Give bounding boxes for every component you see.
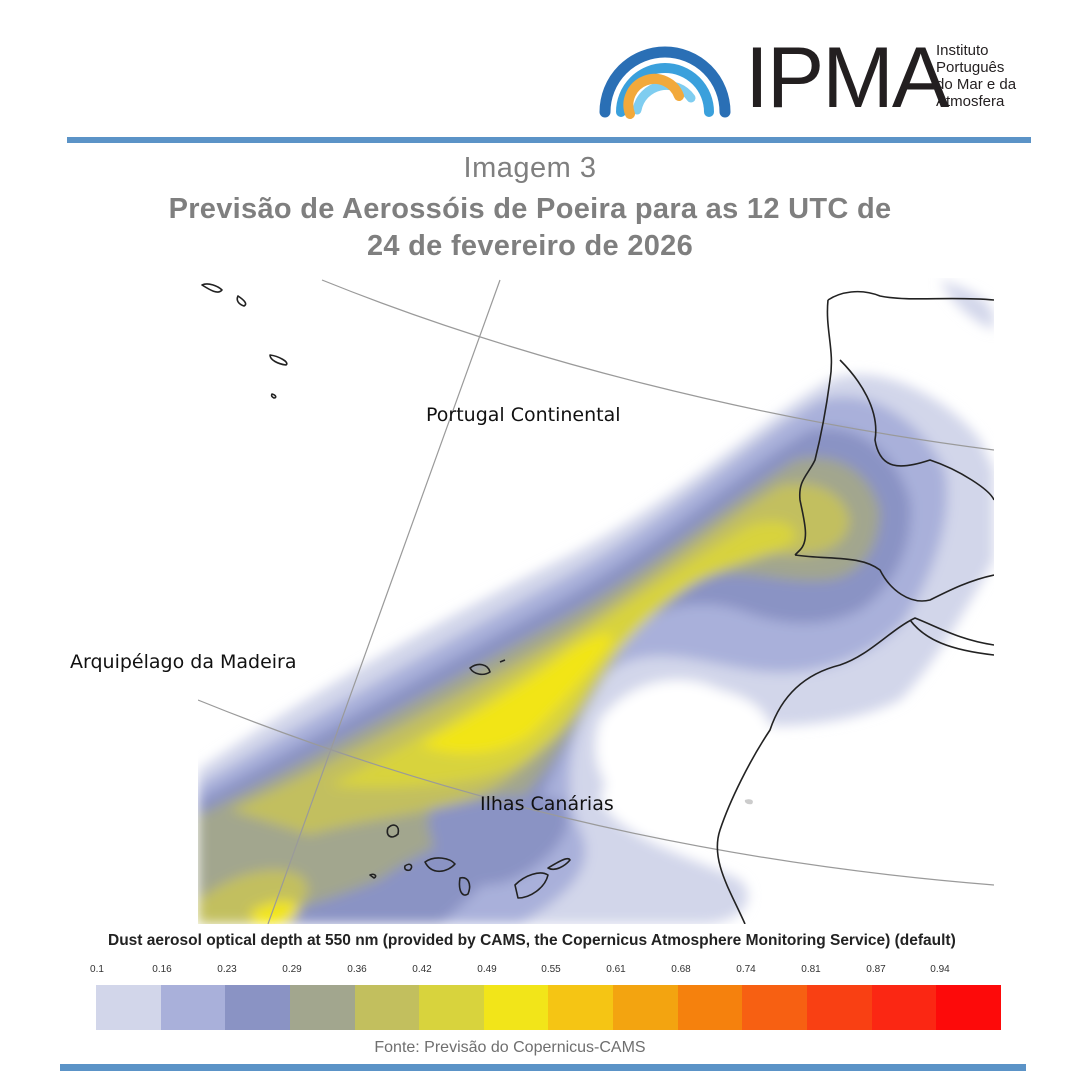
dust-level-area [420, 634, 613, 754]
header-divider [67, 137, 1031, 143]
dust-level-area [330, 520, 796, 788]
ipma-arc-icon [599, 46, 731, 119]
ipma-logo: IPMA Instituto Português do Mar e da Atm… [595, 30, 1035, 126]
page-title-line2: 24 de fevereiro de 2026 [366, 230, 694, 262]
colorbar-segment [742, 985, 808, 1030]
dust-level-area [940, 280, 994, 330]
label-arquipelago-madeira: Arquipélago da Madeira [70, 651, 297, 673]
colorbar-tick-label: 0.94 [930, 964, 950, 975]
colorbar-segment [483, 985, 549, 1030]
logo-subtitle-line: do Mar e da [936, 76, 1017, 93]
dust-level-area [250, 900, 299, 924]
colorbar-segment [807, 985, 872, 1030]
colorbar-tick-label: 0.1 [90, 964, 104, 975]
label-portugal-continental: Portugal Continental [426, 404, 621, 426]
colorbar-segment [613, 985, 678, 1030]
logo-subtitle-line: Atmosfera [936, 93, 1005, 110]
colorbar-tick-label: 0.55 [541, 964, 561, 975]
colorbar-tick-label: 0.61 [606, 964, 626, 975]
colorbar-title: Dust aerosol optical depth at 550 nm (pr… [108, 932, 956, 949]
colorbar-tick-label: 0.87 [866, 964, 886, 975]
colorbar [96, 985, 1001, 1030]
logo-subtitle: Instituto Português do Mar e da Atmosfer… [936, 42, 1016, 110]
page-title-line1: Previsão de Aerossóis de Poeira para as … [168, 193, 892, 225]
source-note: Fonte: Previsão do Copernicus-CAMS [374, 1039, 646, 1056]
graticule [198, 279, 994, 924]
colorbar-segment [419, 985, 484, 1030]
colorbar-segment [160, 985, 226, 1030]
colorbar-tick-label: 0.74 [736, 964, 756, 975]
colorbar-ticks: 0.1 0.16 0.23 0.29 0.36 0.42 0.49 0.55 0… [0, 964, 1085, 980]
colorbar-tick-label: 0.23 [217, 964, 237, 975]
dust-forecast-map [198, 278, 994, 924]
colorbar-segment [354, 985, 420, 1030]
dust-plume [198, 280, 994, 924]
footer-divider [60, 1064, 1026, 1071]
dust-level-area [428, 795, 569, 885]
colorbar-segment [225, 985, 290, 1030]
label-ilhas-canarias: Ilhas Canárias [480, 793, 614, 815]
colorbar-tick-label: 0.36 [347, 964, 367, 975]
colorbar-segment [871, 985, 937, 1030]
logo-subtitle-line: Português [936, 59, 1005, 76]
colorbar-tick-label: 0.68 [671, 964, 691, 975]
logo-wordmark: IPMA [745, 30, 949, 126]
colorbar-segment [936, 985, 1001, 1030]
image-number: Imagem 3 [463, 152, 597, 184]
colorbar-segment [548, 985, 614, 1030]
colorbar-tick-label: 0.42 [412, 964, 432, 975]
coastlines [201, 283, 994, 924]
logo-subtitle-line: Instituto [936, 42, 989, 59]
colorbar-tick-label: 0.16 [152, 964, 172, 975]
colorbar-segment [289, 985, 355, 1030]
colorbar-tick-label: 0.49 [477, 964, 497, 975]
colorbar-segment [677, 985, 743, 1030]
colorbar-tick-label: 0.81 [801, 964, 821, 975]
colorbar-tick-label: 0.29 [282, 964, 302, 975]
colorbar-segment [96, 985, 161, 1030]
